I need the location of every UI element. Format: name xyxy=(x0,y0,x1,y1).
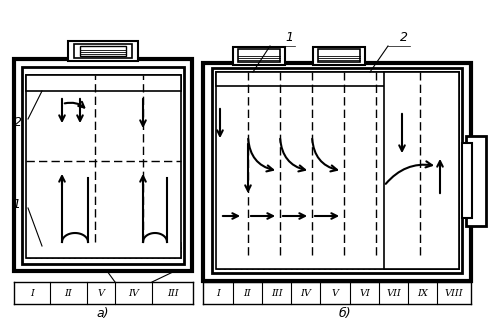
Bar xyxy=(317,49,359,62)
Text: 2: 2 xyxy=(14,116,22,129)
Bar xyxy=(312,47,364,65)
Bar xyxy=(80,46,126,56)
Text: VIII: VIII xyxy=(444,289,462,298)
Bar xyxy=(26,242,181,258)
Text: V: V xyxy=(331,289,338,298)
Bar xyxy=(216,255,458,269)
Text: VII: VII xyxy=(386,289,400,298)
Bar xyxy=(22,67,183,264)
Text: 1: 1 xyxy=(12,198,20,211)
Bar xyxy=(26,75,181,91)
Bar xyxy=(216,72,458,86)
Bar xyxy=(383,72,458,269)
Text: VI: VI xyxy=(358,289,369,298)
Text: III: III xyxy=(166,289,178,298)
Bar xyxy=(461,143,471,218)
Text: IX: IX xyxy=(416,289,427,298)
Bar xyxy=(238,49,280,62)
Text: IV: IV xyxy=(300,289,310,298)
Text: II: II xyxy=(243,289,251,298)
Bar xyxy=(26,75,181,258)
Bar xyxy=(203,63,470,281)
Bar xyxy=(74,44,132,58)
Bar xyxy=(383,72,458,269)
Bar xyxy=(216,72,458,269)
Bar xyxy=(212,68,461,273)
Text: II: II xyxy=(64,289,72,298)
Bar xyxy=(26,75,181,91)
Bar xyxy=(465,136,485,226)
Text: б): б) xyxy=(338,307,350,320)
Bar xyxy=(14,59,192,271)
Text: а): а) xyxy=(97,307,109,320)
Text: 2: 2 xyxy=(399,31,407,44)
Text: IV: IV xyxy=(128,289,139,298)
Bar xyxy=(68,41,138,61)
Bar xyxy=(216,72,458,86)
Bar xyxy=(232,47,285,65)
Text: I: I xyxy=(216,289,220,298)
Text: V: V xyxy=(97,289,104,298)
Text: I: I xyxy=(30,289,34,298)
Text: 1: 1 xyxy=(285,31,292,44)
Text: III: III xyxy=(270,289,282,298)
